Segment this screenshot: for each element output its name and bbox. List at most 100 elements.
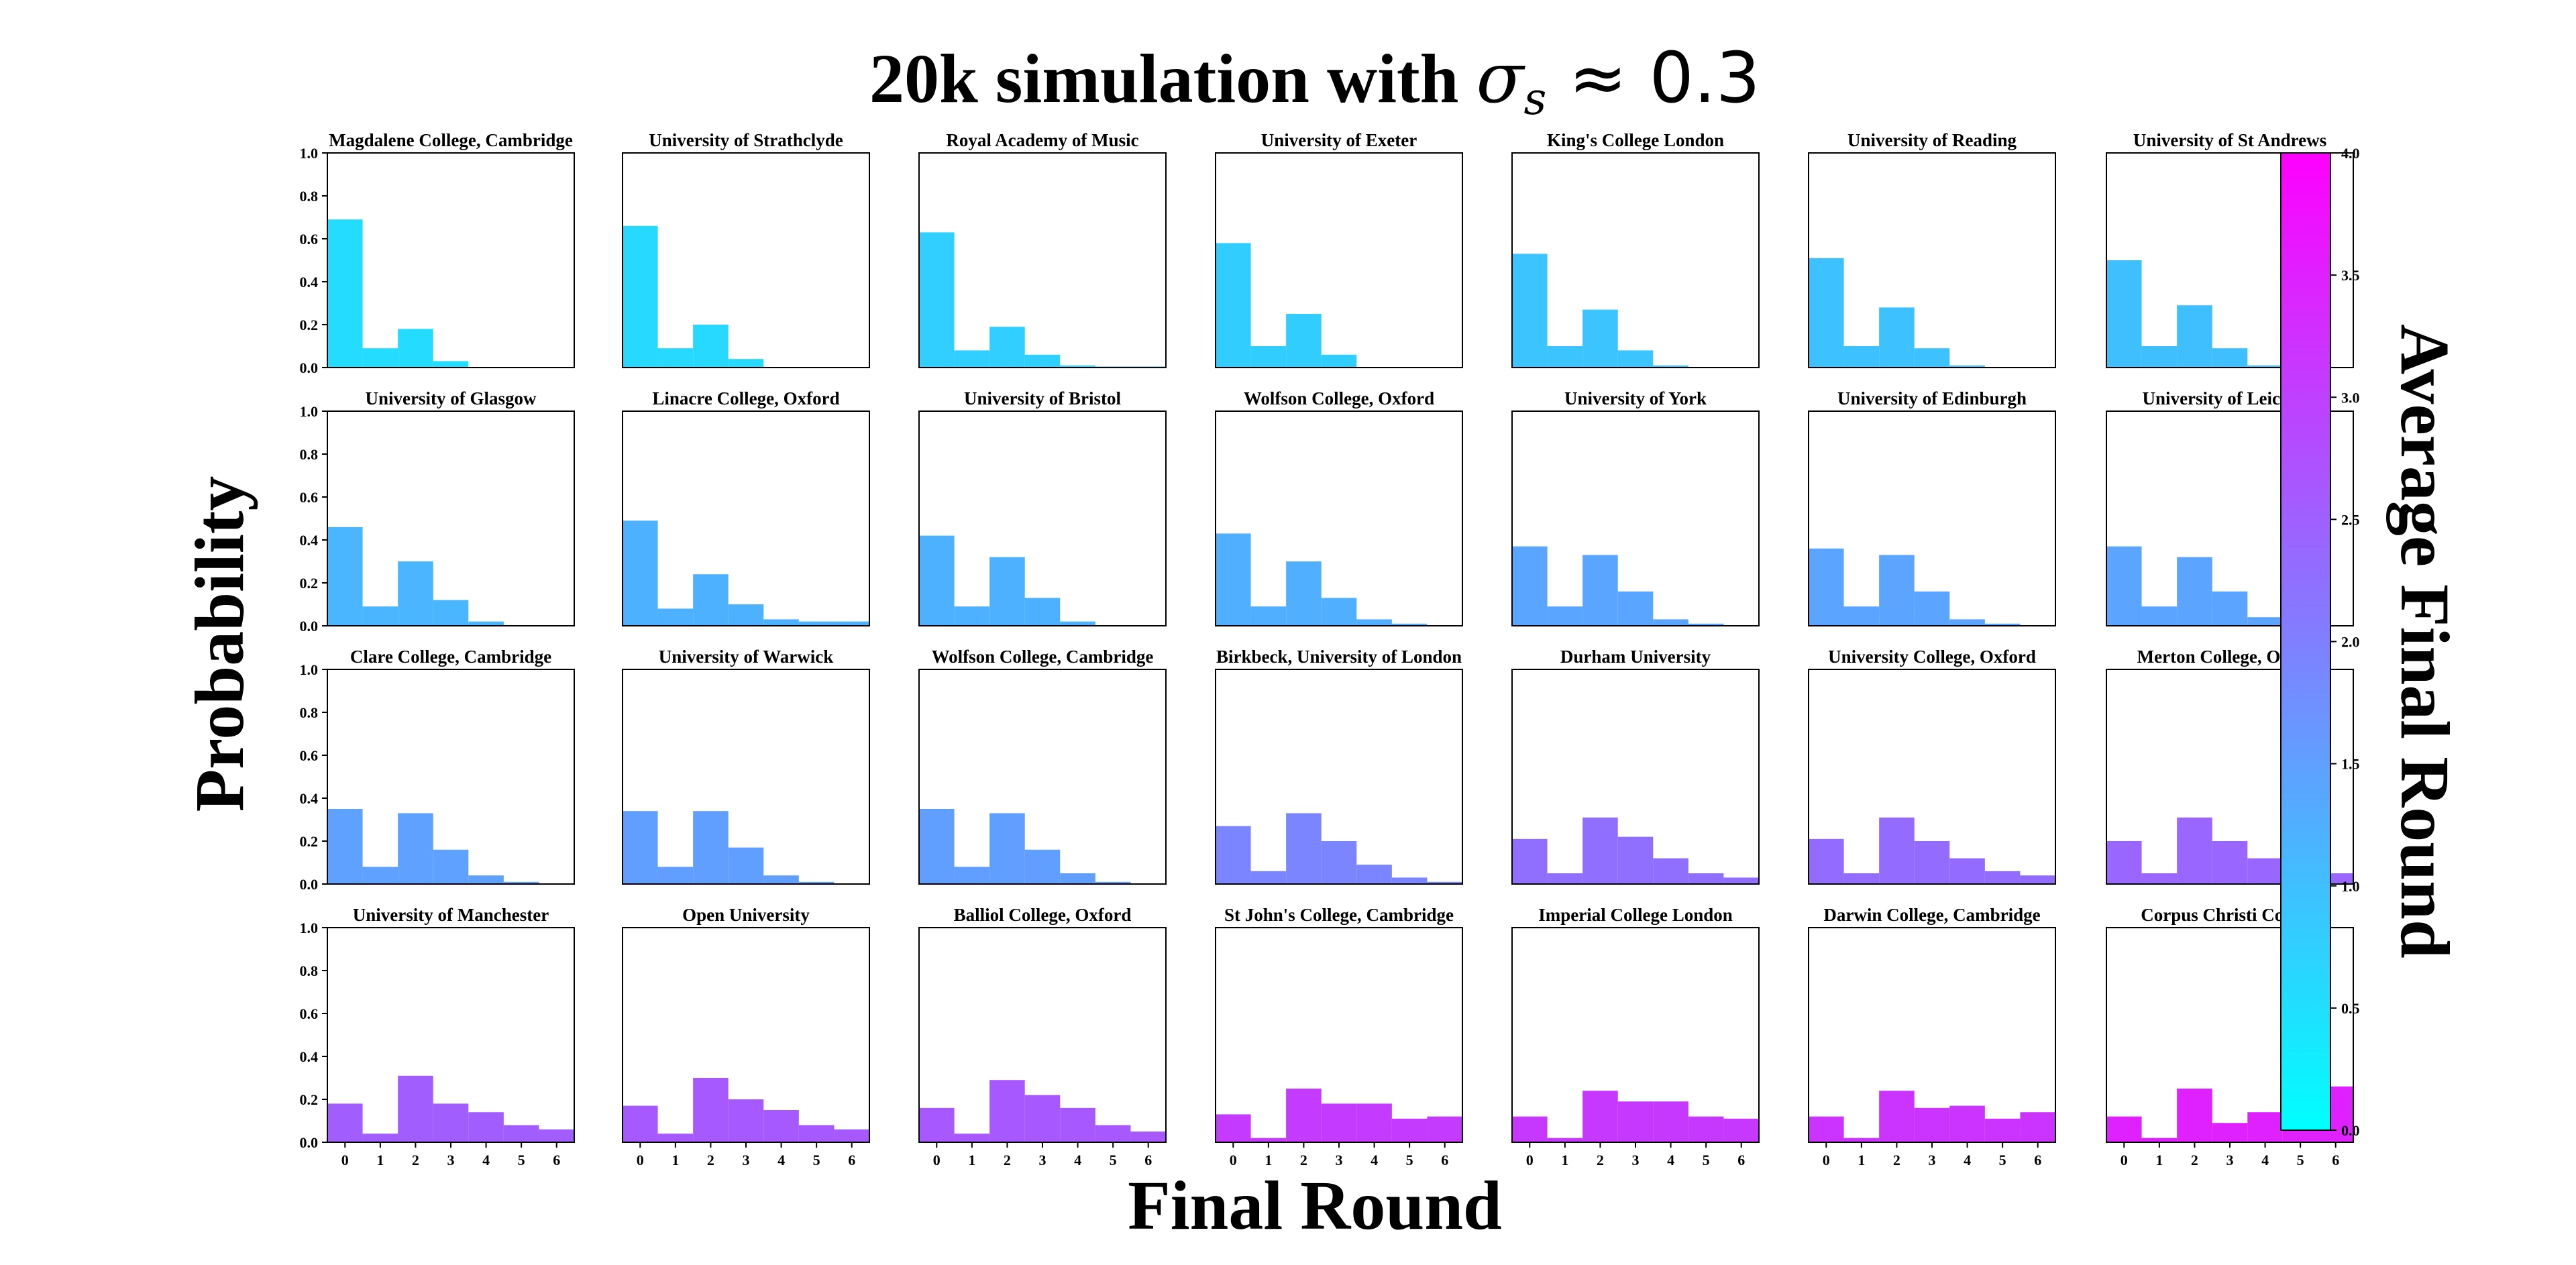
histogram-bar <box>1547 1138 1583 1142</box>
y-tick-label: 0.4 <box>300 1048 319 1065</box>
histogram-bar <box>1286 561 1322 626</box>
histogram-bar <box>1949 365 1985 368</box>
x-tick-label: 3 <box>1336 1152 1343 1168</box>
y-tick-label: 0.2 <box>300 575 319 592</box>
histogram-bar <box>2020 875 2055 884</box>
histogram-bar <box>623 520 658 626</box>
histogram-bar <box>327 1103 363 1142</box>
histogram-bar <box>693 574 729 626</box>
y-tick-label: 0.2 <box>300 1091 319 1108</box>
histogram-bar <box>1949 619 1985 626</box>
histogram-bar <box>327 809 363 884</box>
histogram-bar <box>1723 877 1759 884</box>
histogram-bar <box>728 847 764 884</box>
histogram-bar <box>398 329 433 368</box>
histogram-panel: University of York <box>1511 388 1760 626</box>
histogram-bar <box>1653 365 1688 368</box>
y-tick-label: 0.8 <box>300 963 319 979</box>
histogram-panel: Linacre College, Oxford <box>622 388 870 626</box>
histogram-panel: Wolfson College, Cambridge <box>918 647 1167 885</box>
histogram-bar <box>1617 350 1654 368</box>
histogram-bar <box>362 348 398 368</box>
panel-frame <box>2106 152 2354 368</box>
histogram-bar <box>1723 1118 1759 1142</box>
histogram-bar <box>623 811 658 884</box>
y-tick-label: 0.4 <box>300 274 319 290</box>
histogram-bar <box>798 1125 835 1142</box>
histogram-bar <box>1617 591 1654 626</box>
histogram-bar <box>1095 881 1131 884</box>
x-tick-label: 2 <box>1300 1152 1307 1168</box>
histogram-bar <box>728 604 764 626</box>
x-tick-label: 0 <box>933 1152 941 1168</box>
histogram-bar <box>1356 1103 1392 1142</box>
histogram-bar <box>433 361 469 368</box>
y-tick-label: 0.6 <box>300 747 319 764</box>
histogram-bar <box>763 1110 799 1142</box>
x-tick-label: 4 <box>1074 1152 1081 1168</box>
histogram-bar <box>693 325 729 368</box>
y-tick-label: 0.6 <box>300 489 319 506</box>
histogram-panel: Magdalene College, Cambridge 0.0 0.2 0.4 0.6… <box>300 130 575 376</box>
panel-title: University of Reading <box>1847 130 2017 150</box>
histogram-bar <box>623 225 658 368</box>
histogram-bar <box>1321 841 1357 884</box>
x-tick-label: 5 <box>1999 1152 2006 1168</box>
histogram-bar <box>539 1129 574 1142</box>
panel-frame <box>918 669 1167 885</box>
histogram-bar <box>1582 309 1618 368</box>
figure-ylabel: Probability <box>181 476 258 812</box>
histogram-bar <box>1250 606 1287 626</box>
y-tick-label: 0.6 <box>300 231 319 248</box>
panel-title: University of York <box>1564 388 1707 408</box>
y-tick-label: 0.6 <box>300 1005 319 1022</box>
histogram-panel: St John's College, Cambridge 0 1 2 3 4 5 6 <box>1215 905 1463 1168</box>
panel-title: Balliol College, Oxford <box>954 905 1132 925</box>
histogram-bar <box>657 1134 694 1142</box>
histogram-bar <box>657 608 694 626</box>
colorbar-tick-label: 1.0 <box>2341 878 2360 895</box>
x-tick-label: 6 <box>2332 1152 2339 1168</box>
histogram-bar <box>2106 260 2142 368</box>
histogram-bar <box>362 867 398 884</box>
histogram-bar <box>1427 881 1462 884</box>
x-tick-label: 2 <box>1893 1152 1900 1168</box>
histogram-bar <box>1095 1125 1131 1142</box>
panel-title: King's College London <box>1547 130 1724 150</box>
histogram-bar <box>728 359 764 368</box>
panel-title: Open University <box>682 905 810 925</box>
histogram-bar <box>2212 348 2248 368</box>
histogram-bar <box>623 1105 658 1142</box>
histogram-panel: University of St Andrews <box>2106 130 2354 368</box>
histogram-bar <box>362 606 398 626</box>
histogram-panel: University of Manchester 0.0 0.2 0.4 0.6 0.8 1… <box>300 905 575 1168</box>
histogram-bar <box>1250 871 1287 884</box>
histogram-bar <box>1427 1116 1462 1142</box>
panel-frame <box>622 152 870 368</box>
panel-title: University of Exeter <box>1261 130 1417 150</box>
histogram-bar <box>1914 841 1950 884</box>
histogram-bar <box>1547 346 1583 368</box>
panel-frame <box>1808 669 2056 885</box>
histogram-bar <box>1286 1089 1322 1142</box>
histogram-bar <box>1809 258 1844 368</box>
x-tick-label: 1 <box>2155 1152 2163 1168</box>
y-tick-label: 1.0 <box>300 145 319 162</box>
histogram-bar <box>2106 1116 2142 1142</box>
histogram-bar <box>2177 557 2212 626</box>
histogram-bar <box>2177 1089 2212 1142</box>
histogram-panel: University of Reading <box>1808 130 2056 368</box>
panel-frame <box>1215 410 1463 626</box>
x-tick-label: 0 <box>1526 1152 1534 1168</box>
figure-xlabel: Final Round <box>1128 1167 1502 1244</box>
histogram-bar <box>954 350 990 368</box>
histogram-bar <box>1250 1138 1287 1142</box>
histogram-bar <box>1216 243 1251 368</box>
histogram-bar <box>763 875 799 884</box>
x-tick-label: 5 <box>518 1152 525 1168</box>
histogram-panel: University College, Oxford <box>1808 647 2056 885</box>
panel-frame <box>1511 669 1760 885</box>
histogram-bar <box>1391 623 1428 626</box>
colorbar-tick-label: 0.5 <box>2341 1000 2360 1017</box>
histogram-bar <box>2247 617 2283 626</box>
